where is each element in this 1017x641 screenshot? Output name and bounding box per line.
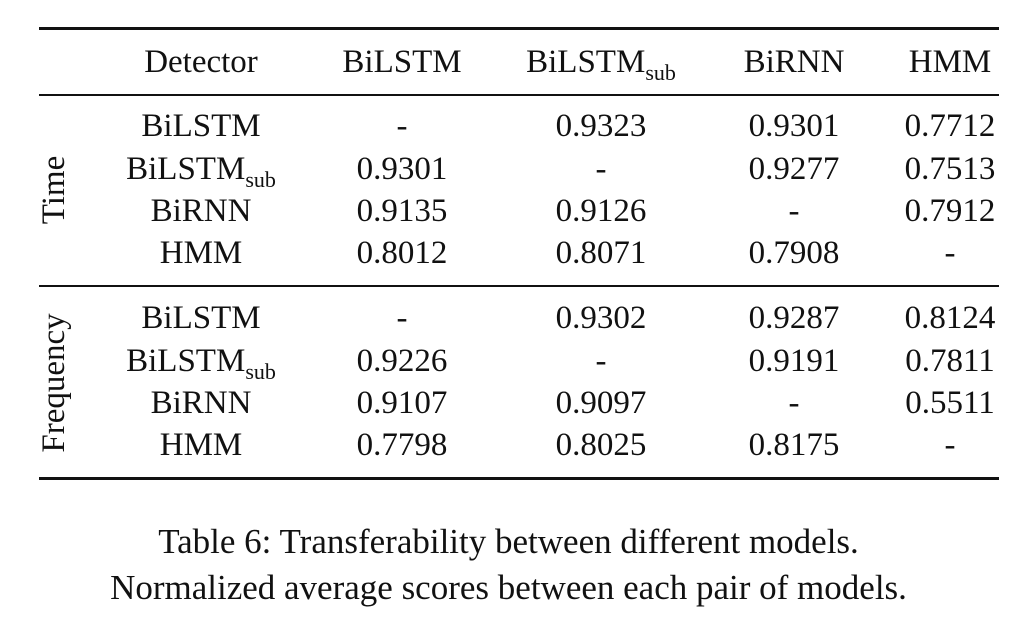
table-cell: 0.9097 [555, 385, 647, 421]
group-label-time: Time [36, 155, 72, 225]
header-detector: Detector [144, 44, 258, 80]
row-detector-label: BiRNN [150, 385, 252, 421]
table-cell: 0.8012 [356, 235, 448, 271]
table-cell: 0.8071 [555, 235, 647, 271]
row-detector-label: HMM [159, 427, 243, 463]
header-col-bilstm: BiLSTM [342, 44, 462, 80]
table-cell: 0.9135 [356, 193, 448, 229]
table-cell: 0.8025 [555, 427, 647, 463]
table-caption-line1: Table 6: Transferability between differe… [158, 522, 859, 561]
table-cell: 0.9107 [356, 385, 448, 421]
table-cell: 0.9191 [748, 343, 840, 379]
table-cell: - [788, 193, 800, 229]
table-cell: - [396, 300, 408, 336]
table-cell: 0.7513 [904, 151, 996, 187]
table-cell: 0.7798 [356, 427, 448, 463]
row-detector-label: BiLSTM [141, 108, 261, 144]
row-detector-label: HMM [159, 235, 243, 271]
table-cell: - [595, 151, 607, 187]
row-detector-label: BiLSTMsub [126, 343, 276, 384]
table-cell: 0.9302 [555, 300, 647, 336]
table-cell: 0.5511 [905, 385, 995, 421]
table-cell: 0.9287 [748, 300, 840, 336]
table-cell: 0.9301 [748, 108, 840, 144]
table-cell: 0.9323 [555, 108, 647, 144]
row-detector-label: BiLSTM [141, 300, 261, 336]
table-cell: 0.9126 [555, 193, 647, 229]
header-col-bilstm-sub: BiLSTMsub [526, 44, 676, 85]
table-cell: 0.8124 [904, 300, 996, 336]
table-top-rule [39, 27, 999, 30]
row-detector-label: BiLSTMsub [126, 151, 276, 192]
table-cell: 0.7811 [905, 343, 995, 379]
group-label-frequency: Frequency [36, 313, 72, 453]
table-cell: 0.9226 [356, 343, 448, 379]
row-detector-label: BiRNN [150, 193, 252, 229]
table-cell: - [595, 343, 607, 379]
table-bottom-rule [39, 477, 999, 480]
table-cell: - [944, 235, 956, 271]
header-col-birnn: BiRNN [743, 44, 845, 80]
header-col-hmm: HMM [908, 44, 992, 80]
table-group-rule [39, 285, 999, 287]
table-cell: - [944, 427, 956, 463]
table-header-rule [39, 94, 999, 96]
table-cell: 0.9277 [748, 151, 840, 187]
table-cell: 0.7908 [748, 235, 840, 271]
table-cell: 0.8175 [748, 427, 840, 463]
table-caption-line2: Normalized average scores between each p… [110, 568, 907, 607]
table-cell: 0.7912 [904, 193, 996, 229]
table-cell: 0.7712 [904, 108, 996, 144]
table-cell: - [396, 108, 408, 144]
table-cell: - [788, 385, 800, 421]
table-cell: 0.9301 [356, 151, 448, 187]
